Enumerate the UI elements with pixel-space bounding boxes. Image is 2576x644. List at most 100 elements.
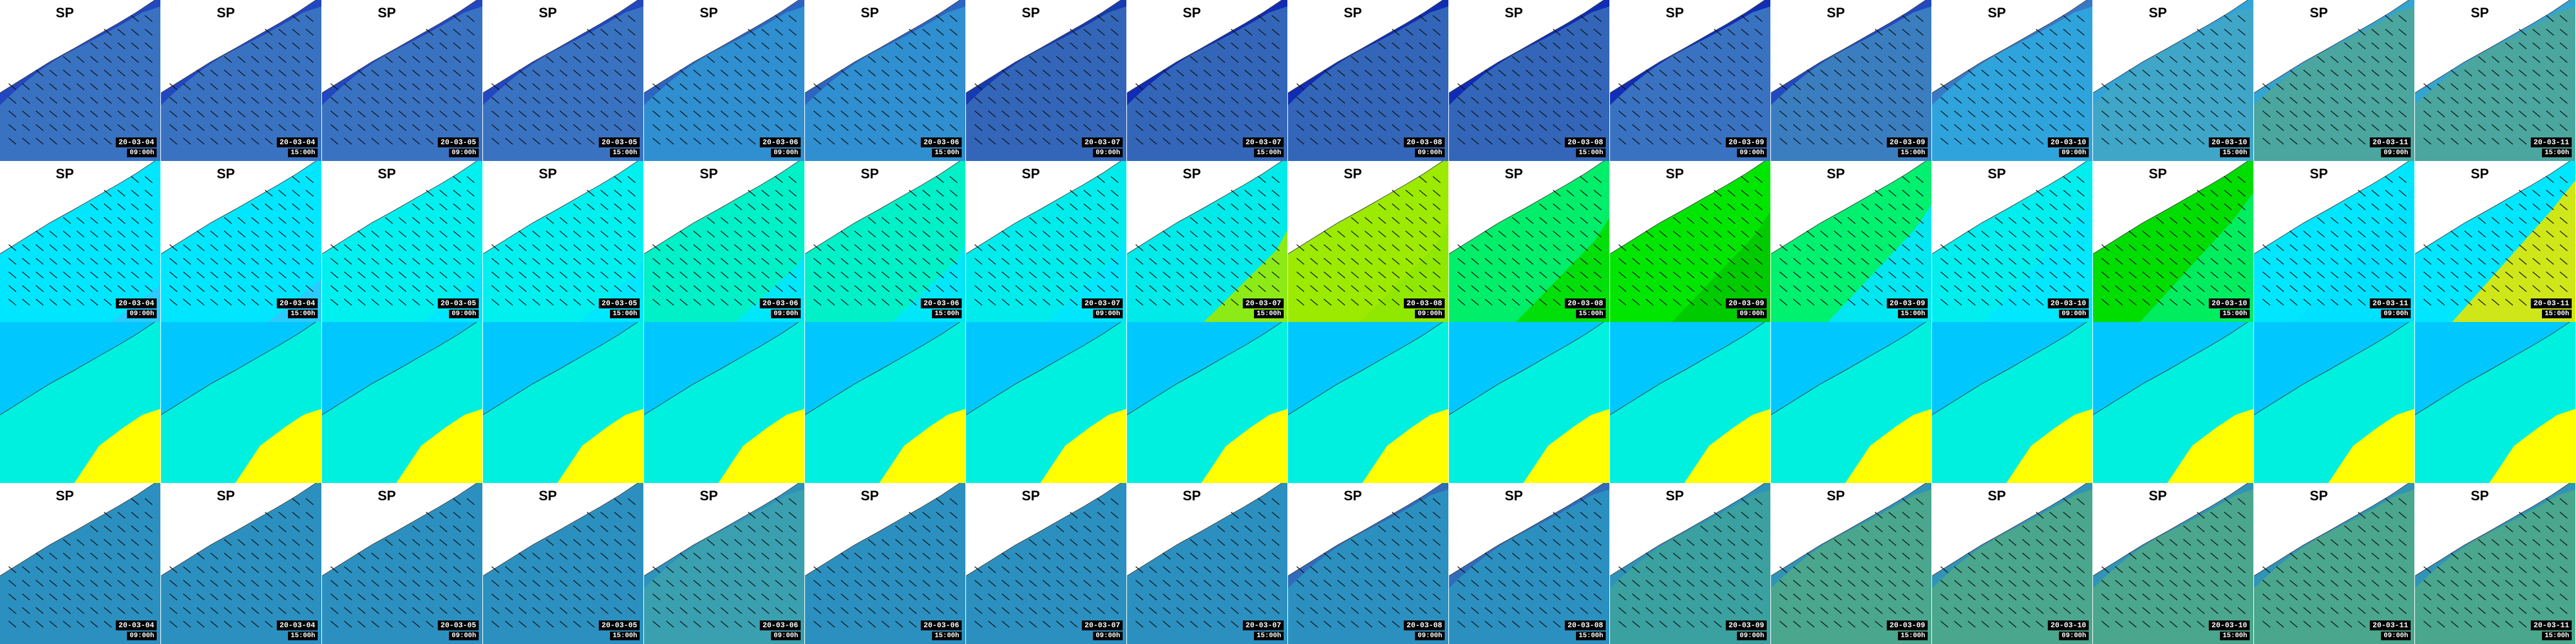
wind-arrow [1779,620,1788,628]
wind-arrow [1686,217,1695,224]
wind-arrow [2035,56,2044,63]
wind-arrow [2076,511,2085,519]
wind-arrow [1457,580,1466,587]
wind-arrow [908,298,917,306]
wind-arrow [196,271,205,279]
frame-date: 20-03-09 [1726,137,1767,147]
wind-arrow [2344,607,2352,614]
wind-arrow [881,285,890,292]
wind-arrow [761,566,770,573]
wind-arrow [292,607,300,614]
map-canvas [1932,322,2092,483]
wind-arrow [1110,56,1119,63]
wind-arrow [2262,607,2271,614]
wind-arrow [1673,552,1681,560]
wind-arrow [2478,244,2486,251]
wind-arrow [2035,69,2044,77]
wind-arrow [2183,42,2191,50]
wind-arrow [1580,28,1588,36]
wind-arrow [439,552,448,560]
wind-arrow [2237,593,2246,601]
wind-arrow [2505,271,2513,279]
wind-arrow [949,176,958,183]
wind-arrow [2450,230,2459,238]
wind-arrow [2464,566,2473,573]
wind-arrow [614,217,622,224]
site-label: SP [1505,166,1523,181]
wind-arrow [936,285,944,292]
wind-arrow [1110,176,1119,183]
wind-arrow [1727,244,1736,251]
wind-arrow [761,69,770,77]
wind-arrow [1618,271,1627,279]
wind-arrow [2063,176,2071,183]
wind-arrow [90,230,98,238]
map-tile: SP 20-03-05 15:00h [483,161,644,322]
wind-arrow [666,137,674,145]
wind-arrow [1015,110,1024,118]
frame-date: 20-03-10 [2048,298,2089,308]
wind-arrow [1834,620,1842,628]
wind-arrow [1645,285,1654,292]
wind-arrow [169,298,178,306]
wind-arrow [1244,110,1253,118]
wind-arrow [788,552,797,560]
wind-arrow [761,189,770,197]
wind-arrow [949,285,958,292]
wind-arrow [518,580,527,587]
wind-arrow [2559,110,2568,118]
wind-arrow [1874,203,1883,211]
wind-arrow [1713,42,1722,50]
wind-arrow [1686,539,1695,546]
wind-arrow [1673,620,1681,628]
wind-arrow [169,566,178,573]
wind-arrow [1056,217,1064,224]
wind-arrow [2022,69,2030,77]
wind-arrow [305,593,314,601]
wind-arrow [1244,511,1253,519]
wind-arrow [2385,15,2393,22]
wind-arrow [2478,137,2486,145]
wind-arrow [1258,28,1266,36]
wind-arrow [1525,137,1534,145]
wind-arrow [1001,69,1010,77]
wind-arrow [1700,110,1708,118]
wind-arrow [210,552,219,560]
map-canvas [805,322,965,483]
wind-arrow [2423,244,2432,251]
wind-arrow [1727,217,1736,224]
wind-arrow [2049,97,2058,104]
wind-arrow [627,42,636,50]
wind-arrow [546,124,554,131]
wind-arrow [2022,137,2030,145]
map-canvas [2093,322,2253,483]
wind-arrow [1861,230,1869,238]
wind-arrow [2008,230,2017,238]
wind-arrow [49,271,58,279]
site-label: SP [217,166,235,181]
wind-arrow [237,258,246,265]
wind-arrow [720,244,729,251]
wind-arrow [2035,525,2044,533]
wind-arrow [425,42,434,50]
wind-arrow [2169,230,2178,238]
wind-arrow [1525,285,1534,292]
wind-arrow [586,258,595,265]
frame-time: 09:00h [771,310,801,318]
wind-arrow [224,69,232,77]
wind-arrow [2022,620,2030,628]
wind-arrow [922,83,931,90]
wind-arrow [1552,511,1561,519]
wind-arrow [251,69,259,77]
wind-arrow [546,137,554,145]
wind-arrow [908,110,917,118]
wind-arrow [1203,124,1212,131]
wind-arrow [1512,552,1520,560]
wind-arrow [49,230,58,238]
wind-arrow [949,217,958,224]
wind-arrow [144,552,153,560]
wind-arrow [1217,566,1225,573]
wind-arrow [614,539,622,546]
wind-arrow [103,525,112,533]
wind-arrow [330,244,339,251]
